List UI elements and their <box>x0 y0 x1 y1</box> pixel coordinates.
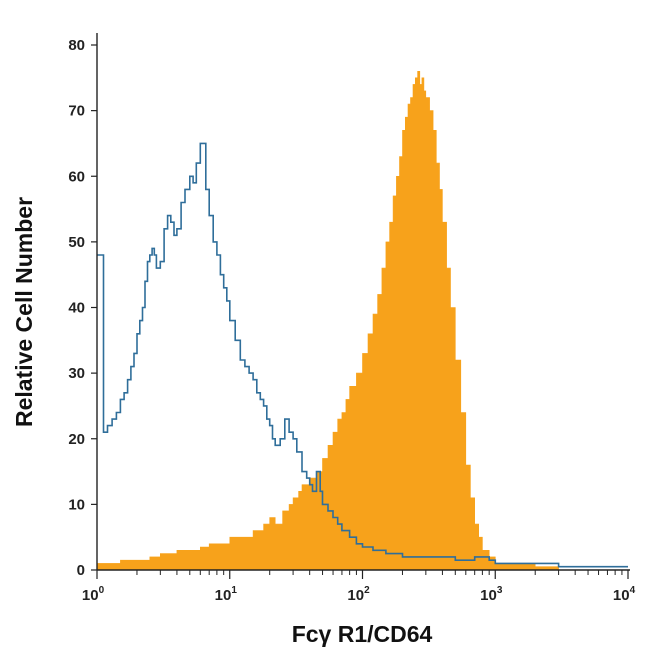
y-tick-label: 60 <box>68 168 85 185</box>
x-tick-label: 100 <box>82 585 105 604</box>
y-tick-label: 30 <box>68 365 85 382</box>
y-tick-label: 50 <box>68 234 85 251</box>
x-tick-label: 101 <box>215 585 238 604</box>
axes: 0 10 20 30 40 50 60 70 80 100 101 102 103 104 <box>68 33 636 604</box>
y-tick-label: 20 <box>68 431 85 448</box>
y-tick-label: 10 <box>68 496 85 513</box>
x-tick-label: 103 <box>480 585 503 604</box>
y-tick-label: 70 <box>68 103 85 120</box>
y-axis-title: Relative Cell Number <box>11 197 37 427</box>
y-tick-label: 80 <box>68 37 85 54</box>
plot-area <box>96 71 628 571</box>
y-tick-label: 40 <box>68 300 85 317</box>
x-tick-label: 102 <box>347 585 370 604</box>
x-axis-title: Fcγ R1/CD64 <box>292 621 433 647</box>
filled-histogram <box>96 71 628 571</box>
y-tick-label: 0 <box>77 562 85 579</box>
control-histogram-outline <box>97 142 628 568</box>
x-tick-label: 104 <box>613 585 636 604</box>
